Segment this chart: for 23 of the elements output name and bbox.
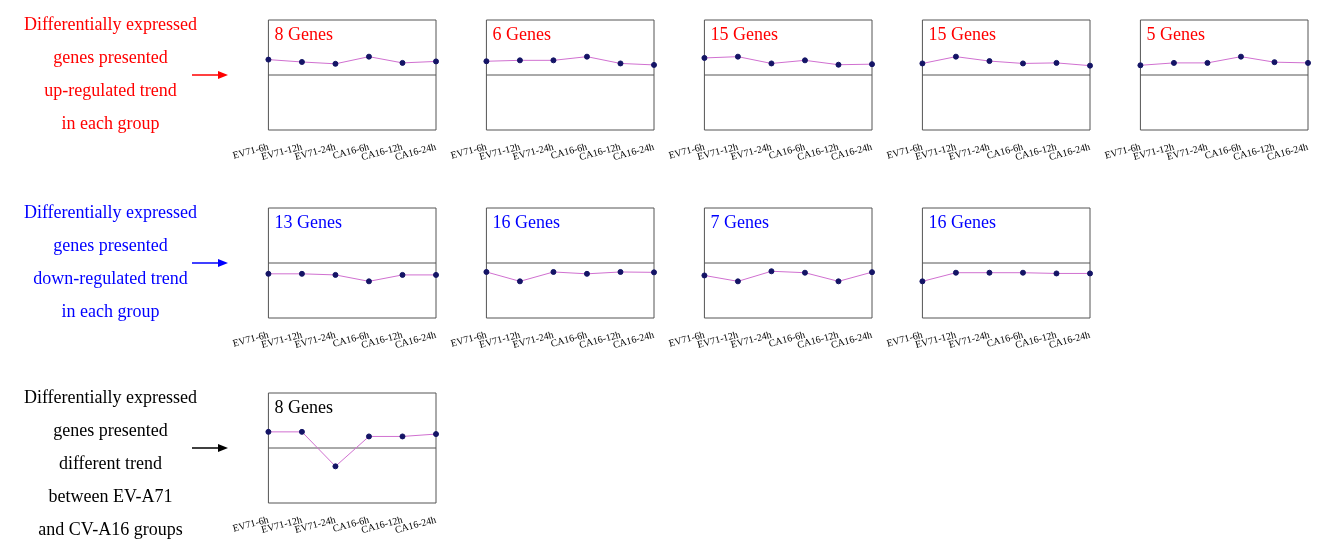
chart-title: 7 Genes [710,211,769,232]
chart-title: 5 Genes [1146,23,1205,44]
chart-title: 16 Genes [492,211,560,232]
text: genes presented [52,419,169,442]
text: in each group [60,112,161,135]
chart-title: 8 Genes [274,23,333,44]
chart-title: 15 Genes [928,23,996,44]
text: in each group [60,300,161,323]
text: Differentially expressed [22,386,199,409]
text: and CV-A16 groups [37,518,184,541]
text: down-regulated trend [32,267,189,290]
text: different trend [57,452,164,475]
chart-title: 13 Genes [274,211,342,232]
text: Differentially expressed [22,201,199,224]
chart-title: 15 Genes [710,23,778,44]
text: genes presented [52,46,169,69]
text: up-regulated trend [43,79,178,102]
chart-title: 8 Genes [274,396,333,417]
chart-title: 6 Genes [492,23,551,44]
chart-title: 16 Genes [928,211,996,232]
text: genes presented [52,234,169,257]
text: between EV-A71 [47,485,174,508]
text: Differentially expressed [22,13,199,36]
